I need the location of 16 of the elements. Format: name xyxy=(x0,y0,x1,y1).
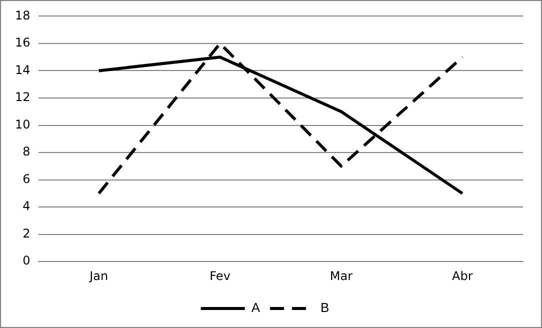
y-tick-label: 10 xyxy=(14,117,30,132)
y-tick-label: 2 xyxy=(22,226,30,240)
y-tick-label: 16 xyxy=(14,36,30,50)
x-tick-label: Abr xyxy=(452,268,473,283)
y-tick-label: 12 xyxy=(14,90,30,104)
y-tick-label: 4 xyxy=(22,199,30,214)
y-tick-label: 8 xyxy=(22,144,30,159)
x-tick-label: Jan xyxy=(88,268,108,283)
y-tick-label: 18 xyxy=(14,8,30,22)
x-tick-label: Fev xyxy=(210,268,230,283)
legend-label: A xyxy=(251,300,260,316)
y-tick-label: 14 xyxy=(14,62,30,77)
legend-label: B xyxy=(320,300,330,316)
y-tick-label: 6 xyxy=(22,172,30,186)
x-tick-label: Mar xyxy=(330,268,353,283)
y-tick-label: 0 xyxy=(22,254,30,268)
